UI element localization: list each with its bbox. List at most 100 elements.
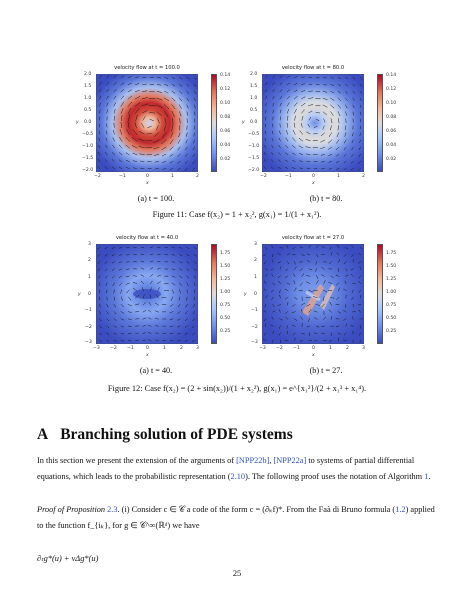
velocity-arrow-head	[174, 254, 176, 256]
velocity-arrow	[98, 246, 101, 249]
velocity-arrow	[133, 167, 138, 169]
velocity-arrow-head	[343, 169, 345, 171]
velocity-arrow-head	[167, 247, 168, 249]
velocity-arrow	[163, 167, 167, 170]
velocity-arrow-head	[131, 137, 133, 139]
velocity-arrow	[185, 325, 188, 328]
velocity-arrow	[285, 317, 289, 320]
velocity-arrow-head	[115, 326, 117, 328]
velocity-arrow-head	[174, 78, 176, 79]
citation-link[interactable]: [NPP22a]	[273, 456, 307, 465]
velocity-arrow-head	[147, 161, 149, 163]
velocity-arrow-head	[298, 145, 300, 147]
velocity-arrow-head	[99, 306, 101, 308]
figure12-panel-b: velocity flow at t = 27.0 3 2 1 0 −1 −2 …	[244, 234, 402, 362]
velocity-arrow-head	[184, 326, 186, 328]
cbar-tick: 0.12	[220, 87, 231, 92]
velocity-arrow	[272, 253, 274, 257]
velocity-arrow-head	[308, 320, 309, 322]
velocity-arrow-head	[328, 142, 330, 144]
velocity-arrow	[299, 153, 304, 156]
velocity-arrow-head	[162, 318, 164, 320]
velocity-arrow-head	[265, 109, 267, 111]
velocity-arrow-head	[351, 292, 353, 294]
velocity-arrow-head	[97, 151, 99, 153]
velocity-arrow	[170, 311, 174, 313]
velocity-arrow	[185, 303, 188, 307]
ytick: 1.5	[84, 84, 92, 89]
velocity-arrow	[264, 303, 267, 307]
velocity-arrow	[271, 325, 274, 327]
velocity-arrow	[264, 145, 267, 149]
velocity-arrow-head	[184, 162, 186, 164]
velocity-arrow-head	[144, 302, 146, 304]
velocity-arrow	[300, 282, 303, 286]
velocity-arrow-head	[119, 284, 121, 286]
velocity-arrow	[272, 89, 275, 93]
velocity-arrow	[264, 295, 268, 299]
velocity-arrow	[279, 89, 282, 93]
velocity-arrow-head	[149, 294, 151, 296]
velocity-arrow-head	[138, 89, 140, 91]
velocity-arrow	[162, 160, 167, 163]
paragraph: In this section we present the extension…	[37, 453, 437, 485]
velocity-arrow-head	[170, 137, 172, 139]
velocity-arrow-head	[278, 280, 280, 282]
velocity-arrow-head	[147, 168, 149, 170]
velocity-arrow	[315, 325, 319, 328]
xtick: 0	[312, 174, 315, 179]
velocity-arrow-head	[104, 270, 106, 272]
velocity-arrow	[142, 339, 146, 341]
velocity-arrow-head	[296, 76, 298, 78]
algorithm-link[interactable]: 1	[424, 471, 429, 481]
velocity-arrow	[177, 167, 181, 170]
velocity-arrow	[113, 296, 115, 300]
velocity-arrow-head	[98, 292, 100, 294]
velocity-arrow-head	[347, 248, 349, 249]
velocity-arrow-head	[306, 326, 308, 328]
velocity-arrow-head	[328, 161, 330, 163]
velocity-arrow	[193, 303, 195, 307]
velocity-arrow	[330, 316, 332, 320]
xtick: −2	[276, 346, 283, 351]
velocity-arrow-head	[167, 268, 169, 270]
xtick: −1	[293, 346, 300, 351]
velocity-arrow-head	[111, 166, 113, 168]
velocity-arrow	[193, 111, 196, 115]
flow-plot	[262, 74, 364, 172]
velocity-arrow-head	[151, 280, 153, 282]
velocity-arrow-head	[114, 306, 116, 308]
velocity-arrow	[358, 253, 362, 256]
velocity-arrow	[329, 153, 333, 156]
velocity-arrow-head	[162, 168, 164, 170]
velocity-arrow-head	[305, 297, 307, 299]
velocity-arrow-head	[336, 168, 338, 170]
velocity-arrow	[308, 97, 313, 100]
velocity-arrow	[337, 245, 340, 249]
velocity-arrow-head	[343, 288, 345, 290]
velocity-arrow-head	[185, 155, 187, 157]
velocity-arrow	[127, 296, 131, 300]
velocity-arrow	[185, 146, 188, 150]
velocity-arrow	[272, 83, 275, 86]
velocity-arrow	[162, 153, 167, 157]
velocity-arrow-head	[111, 262, 113, 264]
velocity-arrow	[351, 160, 354, 163]
velocity-arrow-head	[177, 142, 179, 144]
equation-link[interactable]: 2.10	[230, 471, 246, 481]
figure11-panel-a: velocity flow at t = 100.0 2.0 1.5 1.0 0…	[76, 64, 236, 192]
velocity-arrow-head	[138, 138, 140, 140]
velocity-arrow-head	[192, 340, 194, 342]
cbar-tick: 1.00	[220, 290, 231, 295]
citation-link[interactable]: [NPP22b]	[236, 456, 270, 465]
proposition-link[interactable]: 2.3	[107, 505, 118, 514]
velocity-arrow-head	[320, 325, 322, 327]
velocity-arrow-head	[140, 167, 142, 169]
velocity-arrow-head	[294, 263, 296, 265]
velocity-arrow	[170, 303, 174, 307]
equation-link[interactable]: 1.2	[395, 505, 406, 514]
velocity-arrow-head	[353, 114, 355, 116]
velocity-arrow-head	[311, 339, 313, 341]
velocity-arrow-head	[113, 122, 115, 124]
velocity-arrow-head	[180, 284, 182, 286]
